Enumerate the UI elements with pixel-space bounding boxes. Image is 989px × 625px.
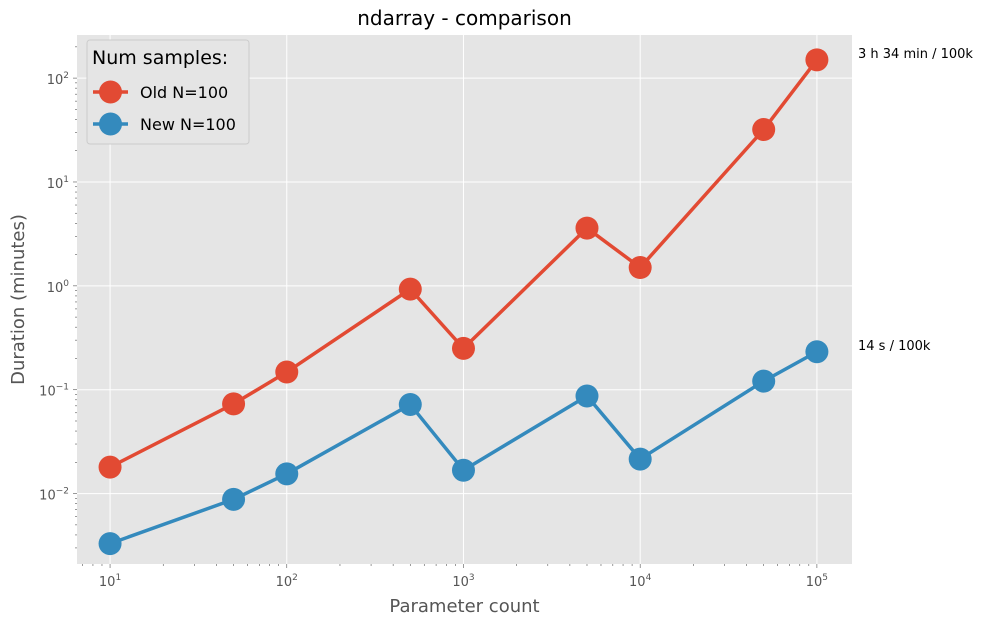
series-new bbox=[98, 340, 829, 556]
data-point bbox=[98, 455, 122, 479]
data-point bbox=[222, 487, 246, 511]
y-tick-label: 100 bbox=[47, 279, 70, 296]
y-tick-labels: 10−2 10−1 100 101 102 bbox=[39, 71, 69, 503]
annotation-text: 3 h 34 min / 100k bbox=[858, 47, 973, 62]
legend-entry-label: New N=100 bbox=[140, 115, 236, 134]
legend-title: Num samples: bbox=[92, 47, 228, 69]
data-point bbox=[451, 336, 475, 360]
legend-box bbox=[86, 39, 250, 145]
data-point bbox=[98, 532, 122, 556]
legend-swatch-marker bbox=[99, 112, 122, 136]
data-point bbox=[275, 360, 299, 384]
data-point bbox=[398, 277, 422, 301]
annotation-text: 14 s / 100k bbox=[858, 339, 931, 354]
legend-swatch-marker bbox=[99, 80, 122, 104]
legend-entry-label: Old N=100 bbox=[140, 83, 228, 102]
y-tick-label: 10−1 bbox=[39, 383, 69, 400]
data-point bbox=[752, 369, 776, 393]
data-point bbox=[575, 216, 599, 240]
minor-ticks bbox=[73, 46, 818, 568]
x-axis-label: Parameter count bbox=[389, 596, 539, 617]
x-tick-label: 103 bbox=[452, 573, 474, 590]
series-layer bbox=[98, 48, 829, 556]
annotations: 3 h 34 min / 100k 14 s / 100k bbox=[858, 47, 973, 354]
y-tick-label: 101 bbox=[47, 175, 69, 192]
data-point bbox=[805, 48, 829, 72]
series-old bbox=[98, 48, 829, 479]
y-tick-label: 102 bbox=[47, 71, 69, 88]
x-tick-label: 105 bbox=[806, 573, 828, 590]
data-point bbox=[398, 393, 422, 417]
data-point bbox=[575, 384, 599, 408]
data-point bbox=[628, 256, 652, 280]
data-point bbox=[805, 340, 829, 364]
x-tick-labels: 101 102 103 104 105 bbox=[99, 573, 828, 590]
y-axis-label: Duration (minutes) bbox=[8, 214, 29, 385]
x-tick-label: 101 bbox=[99, 573, 121, 590]
data-point bbox=[275, 462, 299, 486]
x-tick-label: 104 bbox=[629, 573, 652, 590]
chart-title: ndarray - comparison bbox=[357, 6, 572, 30]
data-point bbox=[451, 458, 475, 482]
data-point bbox=[222, 392, 246, 416]
data-point bbox=[628, 447, 652, 471]
x-tick-label: 102 bbox=[276, 573, 298, 590]
data-point bbox=[752, 118, 776, 142]
y-tick-label: 10−2 bbox=[39, 487, 69, 504]
legend: Num samples: Old N=100 New N=100 bbox=[86, 39, 250, 145]
